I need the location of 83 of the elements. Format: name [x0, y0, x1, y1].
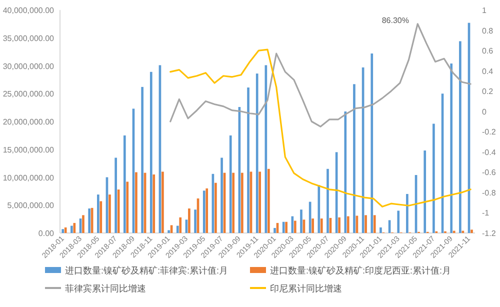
bar [450, 64, 453, 233]
y2-tick-label: -0.4 [482, 148, 496, 157]
y2-tick-label: 0.2 [482, 87, 494, 96]
bar [108, 194, 111, 233]
y2-tick-label: -0.6 [482, 168, 496, 178]
bar [353, 84, 356, 233]
y-tick-label: 20,000,000.00 [2, 118, 55, 126]
line-series [170, 48, 472, 208]
bar [274, 228, 276, 233]
bar [256, 74, 258, 233]
y-tick-label: 10,000,000.00 [2, 173, 55, 182]
legend-label: 进口数量:镍矿砂及精矿:印度尼西亚:累计值:月 [270, 266, 452, 276]
y-tick-label: 0.00 [38, 229, 55, 238]
bar [312, 218, 314, 233]
bar [326, 168, 329, 233]
bar [162, 172, 164, 233]
bar [70, 226, 73, 233]
annotation: 86.30% [382, 16, 409, 25]
y2-tick-label: 1 [482, 6, 487, 15]
bar [424, 150, 426, 233]
y2-tick-label: -1 [482, 208, 490, 218]
bar [268, 168, 270, 233]
bar [150, 72, 152, 233]
bar [294, 220, 296, 233]
y2-tick-label: -0.2 [482, 128, 496, 137]
bar [82, 215, 84, 233]
bar [135, 172, 138, 233]
bar [152, 174, 156, 233]
bar [459, 41, 462, 233]
bar [232, 172, 235, 233]
bar [300, 210, 302, 233]
y-tick-label: 25,000,000.00 [2, 90, 55, 99]
bar [406, 194, 408, 233]
bar [397, 210, 400, 233]
bar [179, 217, 182, 233]
bar [258, 172, 261, 233]
line-series [170, 23, 472, 128]
bar [100, 201, 102, 233]
bar [470, 230, 473, 233]
y-tick-label: 30,000,000.00 [2, 62, 55, 71]
legend-label: 菲律宾累计同比增速 [65, 284, 146, 294]
bar [432, 124, 435, 233]
bar [338, 217, 340, 233]
bar [344, 111, 347, 233]
bar [320, 218, 323, 233]
y-tick-label: 5,000,000.00 [7, 201, 55, 210]
bar [206, 188, 208, 233]
bar [241, 172, 244, 233]
bar [373, 215, 376, 233]
y2-tick-label: 0.4 [482, 66, 494, 76]
bar [194, 210, 196, 233]
bar [176, 226, 179, 233]
bar [88, 208, 90, 233]
bar [126, 182, 129, 233]
bar [73, 222, 76, 233]
bar [346, 216, 350, 233]
y-tick-label: 15,000,000.00 [2, 145, 55, 154]
y-tick-label: 35,000,000.00 [2, 34, 55, 43]
bar [62, 229, 64, 233]
bar [318, 185, 320, 233]
y2-tick-label: -1.2 [482, 229, 496, 238]
bar [202, 190, 206, 233]
bar [188, 208, 190, 233]
legend-label: 印尼累计同比增速 [270, 284, 342, 294]
legend-label: 进口数量:镍矿砂及精矿:菲律宾:累计值:月 [65, 266, 228, 276]
bar [141, 86, 144, 233]
y2-tick-label: -0.8 [482, 188, 496, 198]
bar [364, 215, 367, 233]
bar [380, 227, 382, 233]
bar [123, 135, 126, 233]
bar [285, 222, 288, 233]
bar [229, 135, 232, 233]
bar [214, 182, 217, 233]
bar [96, 194, 100, 233]
y-tick-label: 40,000,000.00 [2, 6, 55, 15]
bar [168, 230, 170, 233]
bar [247, 87, 250, 233]
bar [114, 158, 117, 233]
bar [370, 53, 374, 233]
y2-tick-label: 0.8 [482, 26, 494, 36]
bar [220, 158, 223, 233]
y2-tick-label: 0 [482, 107, 487, 116]
y2-tick-label: 0.6 [482, 46, 494, 56]
